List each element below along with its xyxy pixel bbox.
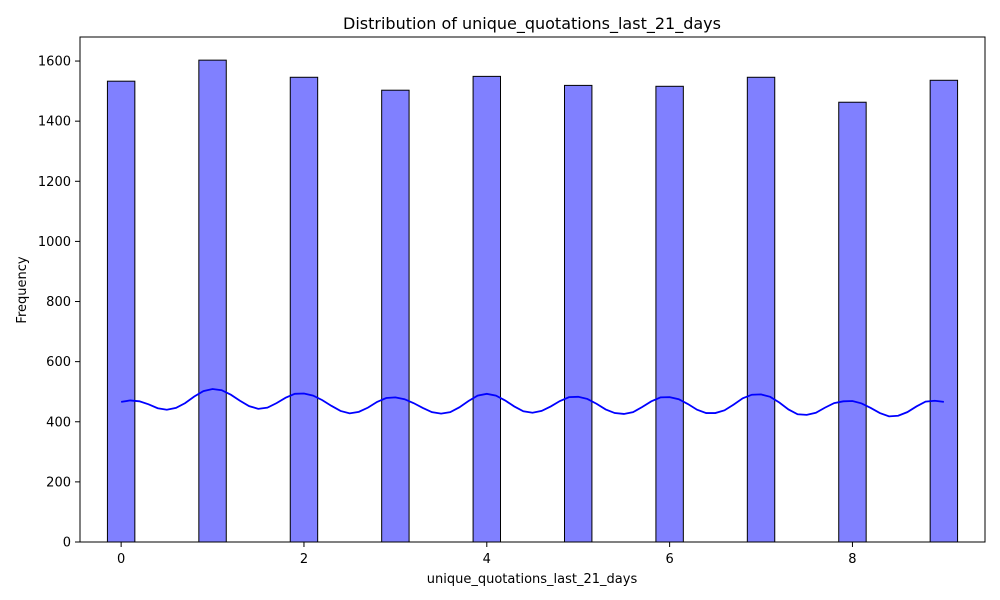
y-tick-label: 800 [46,295,71,310]
y-tick-label: 0 [63,536,71,551]
chart-title: Distribution of unique_quotations_last_2… [343,14,721,34]
y-tick-label: 1600 [38,55,71,70]
x-tick-label: 2 [300,552,308,567]
histogram-bar-9 [929,79,959,543]
kde-curve [120,388,944,418]
bars-layer [106,59,959,543]
y-axis-ticks: 0 200 400 600 800 1000 1200 1400 1600 [38,55,80,551]
y-tick-label: 1400 [38,115,71,130]
x-tick-label: 4 [483,552,491,567]
histogram-bar-3 [381,89,410,543]
histogram-bar-0 [106,80,136,543]
x-tick-label: 0 [117,552,125,567]
histogram-bar-1 [198,59,227,543]
y-tick-label: 400 [46,415,71,430]
y-tick-label: 600 [46,355,71,370]
histogram-bar-5 [563,84,593,543]
histogram-bar-7 [746,76,776,543]
x-tick-label: 8 [848,552,856,567]
histogram-bar-4 [472,75,502,543]
plot-area-frame [79,36,986,543]
histogram-bar-6 [655,85,684,543]
y-tick-label: 1200 [38,175,71,190]
y-tick-label: 200 [46,475,71,490]
x-tick-label: 6 [665,552,673,567]
y-axis-title: Frequency [15,256,30,323]
histogram-bar-8 [838,101,867,543]
x-axis-ticks: 0 2 4 6 8 [117,542,857,567]
x-axis-title: unique_quotations_last_21_days [427,572,638,587]
histogram-bar-2 [289,76,319,543]
y-tick-label: 1000 [38,235,71,250]
